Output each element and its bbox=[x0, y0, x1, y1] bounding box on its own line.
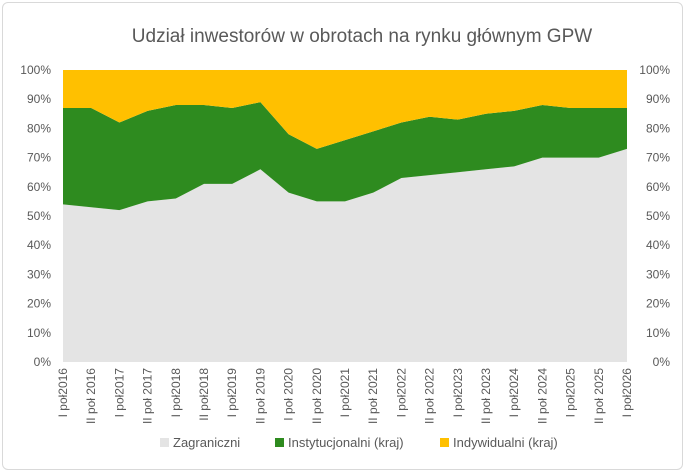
x-tick-label: I poł2024 bbox=[507, 368, 521, 418]
y-tick-label-right: 0% bbox=[653, 355, 671, 369]
x-tick-label: I poł2017 bbox=[112, 368, 126, 418]
y-tick-label-left: 100% bbox=[20, 63, 51, 77]
y-tick-label-right: 80% bbox=[646, 121, 670, 135]
x-tick-label: I poł2026 bbox=[620, 368, 634, 418]
legend-label-1: Zagraniczni bbox=[173, 435, 240, 450]
legend-swatch-3 bbox=[440, 438, 449, 447]
y-tick-label-left: 90% bbox=[27, 92, 51, 106]
x-tick-label: I poł2018 bbox=[169, 368, 183, 418]
area-series-2 bbox=[63, 102, 627, 211]
y-tick-label-left: 20% bbox=[27, 297, 51, 311]
x-tick-label: I poł2023 bbox=[451, 368, 465, 418]
chart-title: Udział inwestorów w obrotach na rynku gł… bbox=[132, 26, 592, 47]
y-tick-label-right: 50% bbox=[646, 209, 670, 223]
legend-swatch-1 bbox=[160, 438, 169, 447]
x-tick-label: II poł 2017 bbox=[141, 368, 155, 424]
x-tick-label: II poł 2025 bbox=[592, 368, 606, 424]
x-tick-label: I poł2019 bbox=[225, 368, 239, 418]
y-tick-label-right: 60% bbox=[646, 180, 670, 194]
y-tick-label-left: 50% bbox=[27, 209, 51, 223]
legend-swatch-2 bbox=[275, 438, 284, 447]
legend-label-2: Instytucjonalni (kraj) bbox=[288, 435, 404, 450]
x-tick-label: II poł 2019 bbox=[253, 368, 267, 424]
area-series-1 bbox=[63, 148, 627, 362]
area-layer bbox=[63, 70, 627, 362]
y-tick-label-right: 40% bbox=[646, 238, 670, 252]
legend: Zagraniczni Instytucjonalni (kraj) Indywid… bbox=[160, 435, 558, 450]
y-tick-label-left: 60% bbox=[27, 180, 51, 194]
area-series-3 bbox=[63, 70, 627, 149]
y-tick-label-left: 70% bbox=[27, 151, 51, 165]
y-tick-label-right: 90% bbox=[646, 92, 670, 106]
y-tick-label-right: 30% bbox=[646, 267, 670, 281]
legend-label-3: Indywidualni (kraj) bbox=[453, 435, 558, 450]
x-tick-label: I poł 2020 bbox=[282, 368, 296, 421]
y-tick-label-right: 20% bbox=[646, 297, 670, 311]
x-tick-label: II poł 2016 bbox=[84, 368, 98, 424]
x-tick-label: I poł2022 bbox=[394, 368, 408, 418]
x-tick-label: II poł 2020 bbox=[310, 368, 324, 424]
x-tick-label: II poł2018 bbox=[197, 368, 211, 421]
x-tick-label: I poł2016 bbox=[56, 368, 70, 418]
x-tick-label: II poł 2024 bbox=[535, 368, 549, 424]
x-axis: I poł2016 II poł 2016 I poł2017 II poł 2017… bbox=[56, 368, 634, 424]
y-tick-label-left: 30% bbox=[27, 267, 51, 281]
y-tick-label-right: 10% bbox=[646, 326, 670, 340]
x-tick-label: I poł2025 bbox=[564, 368, 578, 418]
y-tick-label-left: 10% bbox=[27, 326, 51, 340]
y-tick-label-right: 70% bbox=[646, 151, 670, 165]
y-axis-right: 0% 10% 20% 30% 40% 50% 60% 70% 80% 90% 100% bbox=[639, 63, 670, 369]
y-tick-label-left: 0% bbox=[34, 355, 52, 369]
x-tick-label: II poł 2022 bbox=[423, 368, 437, 424]
y-tick-label-right: 100% bbox=[639, 63, 670, 77]
x-tick-label: II poł 2023 bbox=[479, 368, 493, 424]
y-tick-label-left: 40% bbox=[27, 238, 51, 252]
y-tick-label-left: 80% bbox=[27, 121, 51, 135]
x-tick-label: II poł 2021 bbox=[366, 368, 380, 424]
x-tick-label: I poł2021 bbox=[338, 368, 352, 418]
y-axis-left: 0% 10% 20% 30% 40% 50% 60% 70% 80% 90% 100% bbox=[20, 63, 51, 369]
